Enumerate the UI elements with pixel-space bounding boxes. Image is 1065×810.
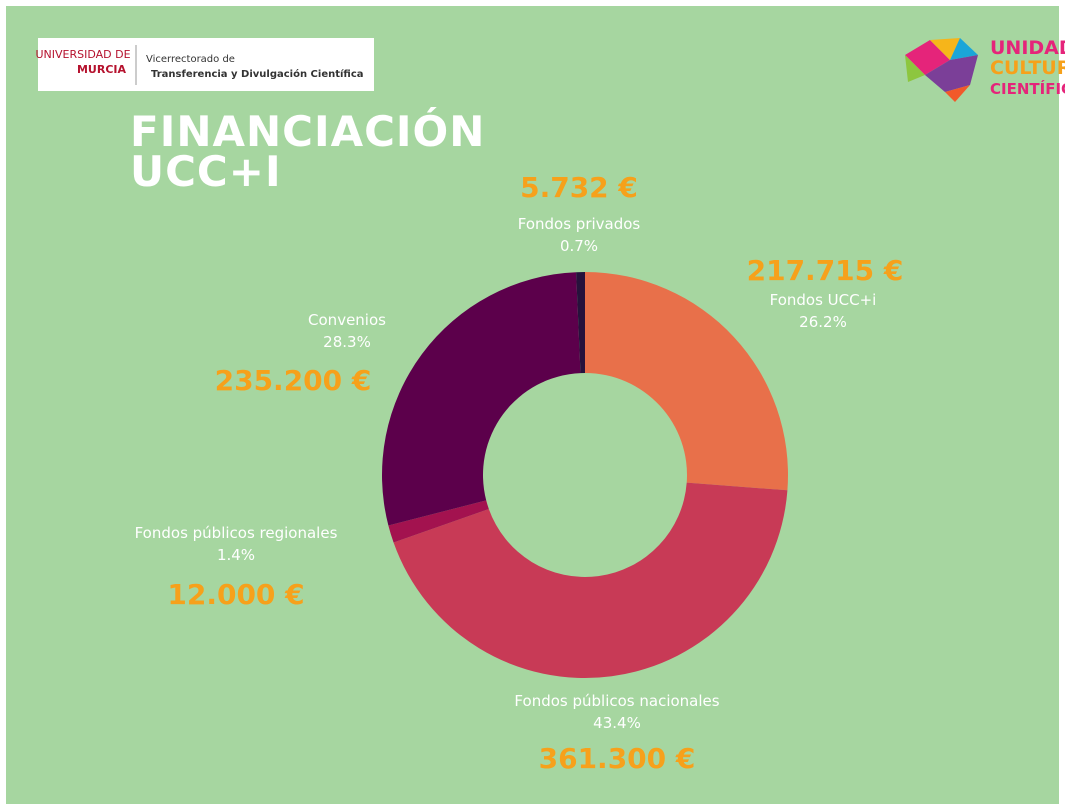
slice-amount: 217.715 €	[747, 254, 904, 287]
university-name: UNIVERSIDAD DE	[35, 48, 130, 61]
slice	[576, 272, 585, 374]
office-name: Vicerrectorado de	[146, 54, 235, 65]
university-logo-box	[38, 38, 374, 91]
slice-percent: 43.4%	[593, 714, 641, 732]
slice-amount: 5.732 €	[520, 171, 638, 204]
slice-percent: 26.2%	[799, 313, 847, 331]
slice-percent: 1.4%	[217, 546, 255, 564]
slice	[393, 482, 788, 678]
brain-logo	[905, 38, 978, 102]
slice-label: Fondos UCC+i	[770, 291, 877, 309]
office-name: Transferencia y Divulgación Científica	[151, 68, 364, 80]
slice	[382, 272, 581, 526]
slice-label: Fondos públicos regionales	[135, 524, 338, 542]
chart-title: FINANCIACIÓN UCC+I	[130, 107, 486, 196]
slice-amount: 361.300 €	[539, 742, 696, 775]
university-name: MURCIA	[77, 63, 127, 76]
slice	[388, 500, 489, 543]
slice-percent: 28.3%	[323, 333, 371, 351]
slice-label: Convenios	[308, 311, 386, 329]
slice-label: Fondos públicos nacionales	[514, 692, 719, 710]
slice	[585, 272, 789, 491]
slice-amount: 12.000 €	[167, 578, 304, 611]
logo-text: CIENTÍFICA	[990, 79, 1065, 98]
logo-text: UNIDAD	[990, 37, 1065, 59]
logo-text: CULTURA	[990, 57, 1065, 79]
slice-percent: 0.7%	[560, 237, 598, 255]
slice-label: Fondos privados	[518, 215, 641, 233]
slice-amount: 235.200 €	[215, 364, 372, 397]
